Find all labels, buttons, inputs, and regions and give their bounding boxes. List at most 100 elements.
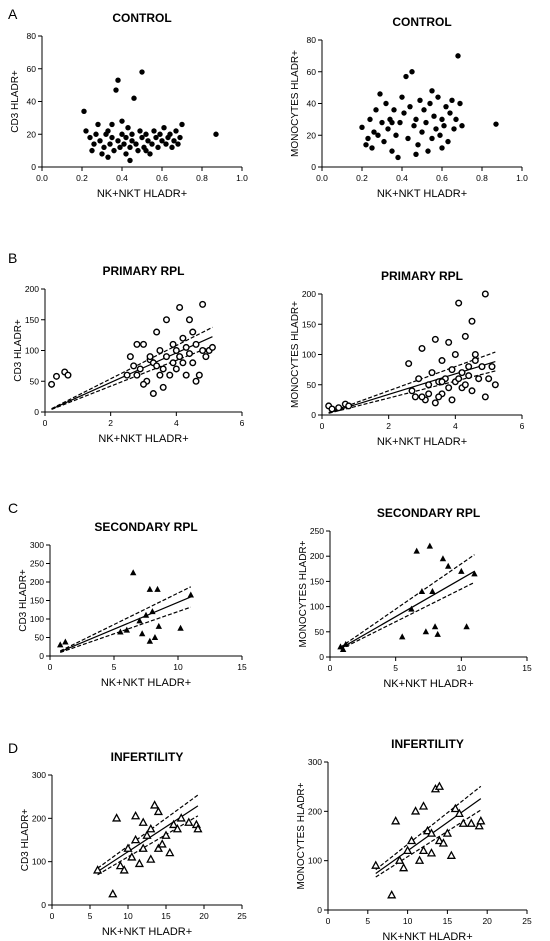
data-point <box>465 372 473 380</box>
data-point <box>109 121 115 128</box>
data-point <box>177 134 183 141</box>
x-tick-label: 0 <box>326 916 331 926</box>
regression-line <box>60 596 192 653</box>
data-point <box>439 145 445 151</box>
x-tick-label: 5 <box>393 663 398 673</box>
data-point <box>359 124 365 131</box>
data-point <box>143 147 149 154</box>
data-point <box>156 371 164 379</box>
data-point <box>461 332 469 340</box>
data-point <box>129 131 135 137</box>
data-point <box>176 813 186 822</box>
data-point <box>448 396 456 404</box>
data-point <box>408 605 415 612</box>
data-point <box>149 608 156 615</box>
y-axis-label: CD3 HLADR+ <box>10 70 21 133</box>
data-point <box>403 73 409 80</box>
data-point <box>129 138 135 144</box>
data-point <box>93 131 99 137</box>
data-point <box>130 362 138 370</box>
x-tick-label: 0 <box>328 663 333 673</box>
data-point <box>177 624 184 631</box>
y-tick-label: 0 <box>34 407 39 417</box>
data-point <box>442 828 452 837</box>
data-point <box>475 375 483 383</box>
data-point <box>488 363 496 371</box>
data-point <box>193 824 203 833</box>
y-axis-label: MONOCYTES HLADR+ <box>298 540 309 647</box>
data-point <box>126 353 134 361</box>
data-point <box>119 118 125 124</box>
x-tick-label: 0.0 <box>36 173 48 183</box>
data-point <box>192 340 200 348</box>
data-point <box>142 830 152 839</box>
data-point <box>428 369 436 377</box>
x-tick-label: 10 <box>123 911 133 921</box>
chart-4: PRIMARY RPL 0 2 4 6 0 50 100 150 200 NK+NKT HLADR+… <box>290 269 525 448</box>
x-tick-label: 0 <box>320 421 325 431</box>
data-point <box>105 128 111 134</box>
data-point <box>385 126 391 132</box>
y-axis-label: CD3 HLADR+ <box>13 319 24 382</box>
y-tick-label: 40 <box>307 99 317 109</box>
data-point <box>153 328 161 336</box>
data-point <box>431 335 439 343</box>
data-point <box>459 123 465 129</box>
data-point <box>474 820 484 830</box>
data-point <box>93 865 103 874</box>
data-point <box>328 405 336 413</box>
data-point <box>399 94 405 100</box>
data-point <box>112 813 122 822</box>
x-tick-label: 25 <box>522 916 532 926</box>
data-point <box>457 100 463 107</box>
chart-2: CONTROL 0.0 0.2 0.4 0.6 0.8 1.0 0 20 40 60 80 NK+NKT… <box>290 15 528 200</box>
y-axis-label: MONOCYTES HLADR+ <box>296 782 307 889</box>
data-point <box>149 141 155 147</box>
x-tick-label: 25 <box>237 911 247 921</box>
x-tick-label: 5 <box>365 916 370 926</box>
data-point <box>189 359 197 367</box>
data-point <box>136 365 144 373</box>
data-point <box>130 569 137 576</box>
data-point <box>451 126 457 132</box>
data-point <box>62 638 69 645</box>
data-point <box>184 817 194 826</box>
data-point <box>418 344 426 352</box>
chart-title: PRIMARY RPL <box>102 264 184 278</box>
y-tick-label: 0 <box>319 652 324 662</box>
data-point <box>377 91 383 97</box>
data-point <box>485 375 493 383</box>
data-point <box>123 843 133 852</box>
data-point <box>461 381 469 389</box>
data-point <box>107 141 113 147</box>
data-point <box>182 343 190 351</box>
chart-title: INFERTILITY <box>111 750 184 764</box>
confidence-band-lower <box>51 345 213 410</box>
data-point <box>95 121 101 128</box>
data-point <box>445 384 453 392</box>
x-tick-label: 0.4 <box>396 173 408 183</box>
y-tick-label: 0 <box>41 900 46 910</box>
data-point <box>463 623 470 630</box>
data-point <box>146 854 156 863</box>
data-point <box>151 634 159 640</box>
data-point <box>422 825 433 835</box>
data-point <box>455 375 463 383</box>
x-tick-label: 2 <box>108 418 113 428</box>
data-point <box>169 819 179 829</box>
data-point <box>89 147 95 154</box>
data-point <box>418 845 429 855</box>
x-tick-label: 0.8 <box>476 173 488 183</box>
data-point <box>431 623 439 630</box>
data-point <box>139 380 147 388</box>
data-point <box>371 860 381 869</box>
data-point <box>393 132 399 138</box>
data-point <box>471 351 479 359</box>
y-tick-label: 0 <box>311 162 316 172</box>
y-tick-label: 100 <box>308 856 322 866</box>
data-point <box>111 147 117 154</box>
data-point <box>127 144 133 151</box>
y-tick-label: 50 <box>307 380 317 390</box>
x-tick-label: 0.6 <box>156 173 168 183</box>
